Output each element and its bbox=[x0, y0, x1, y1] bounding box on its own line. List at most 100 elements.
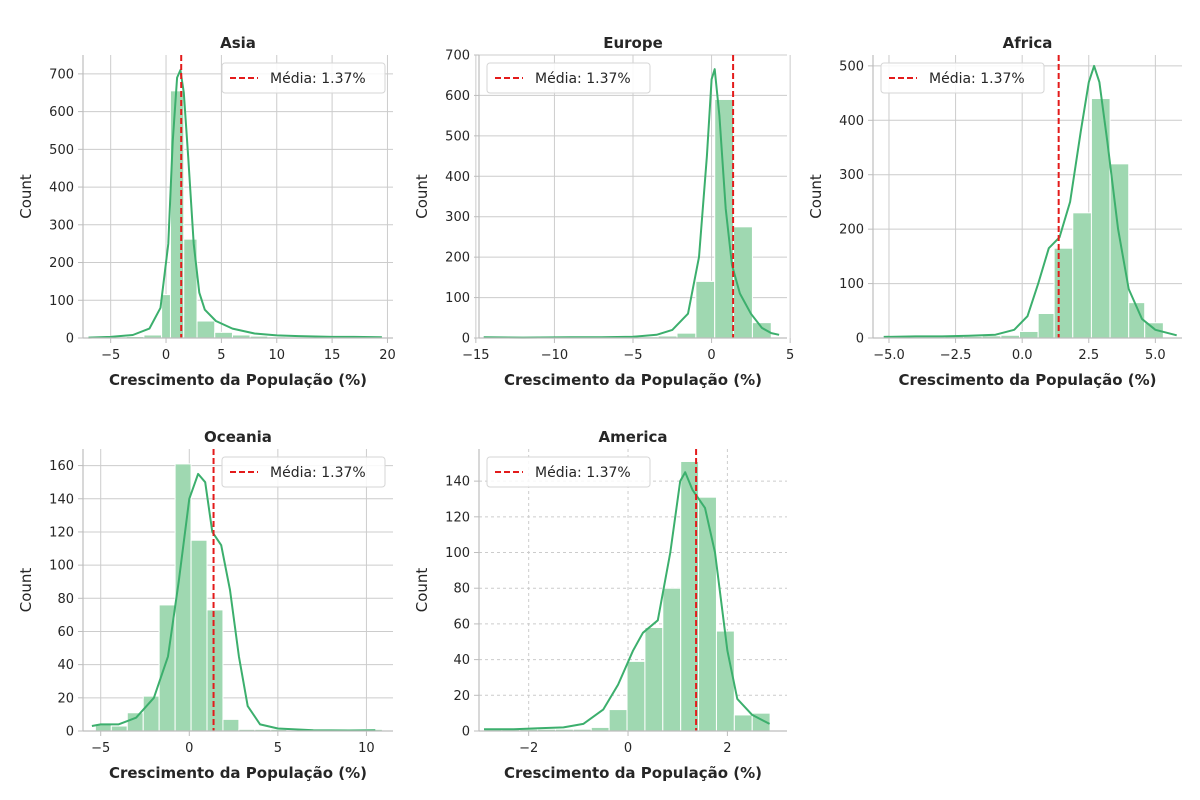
y-tick-label: 100 bbox=[49, 294, 74, 309]
y-tick-label: 700 bbox=[49, 67, 74, 82]
y-tick-label: 200 bbox=[49, 256, 74, 271]
legend-label: Média: 1.37% bbox=[535, 71, 631, 87]
x-tick-label: 5 bbox=[274, 741, 282, 756]
y-axis-label: Count bbox=[413, 174, 431, 219]
legend-label: Média: 1.37% bbox=[929, 71, 1025, 87]
y-tick-label: 80 bbox=[57, 592, 74, 607]
legend-label: Média: 1.37% bbox=[535, 465, 631, 481]
subplot-title: Asia bbox=[220, 34, 256, 52]
x-tick-label: 0.0 bbox=[1012, 348, 1033, 363]
histogram-bar bbox=[1053, 247, 1074, 339]
y-tick-label: 600 bbox=[49, 105, 74, 120]
kde-line bbox=[91, 472, 376, 732]
histogram-bar bbox=[190, 539, 208, 732]
legend: Média: 1.37% bbox=[486, 62, 651, 94]
histogram-bar bbox=[662, 587, 682, 732]
x-tick-label: 2.5 bbox=[1078, 348, 1099, 363]
y-tick-label: 120 bbox=[445, 510, 470, 525]
histogram-bar bbox=[695, 280, 716, 339]
histogram-bar bbox=[698, 496, 717, 732]
histogram-bar bbox=[733, 714, 753, 732]
y-axis-label: Count bbox=[17, 568, 35, 613]
y-tick-label: 100 bbox=[445, 546, 470, 561]
y-tick-label: 300 bbox=[445, 210, 470, 225]
subplot-title: Oceania bbox=[204, 428, 272, 446]
kde-line bbox=[88, 69, 382, 339]
subplot-europe: −15 −10 −5 0 50100200300400500600700EuropeCr… bbox=[413, 34, 794, 389]
y-tick-label: 400 bbox=[49, 181, 74, 196]
x-tick-label: 5 bbox=[786, 348, 794, 363]
legend: Média: 1.37% bbox=[880, 62, 1045, 94]
y-tick-label: 0 bbox=[66, 725, 74, 740]
x-axis-label: Crescimento da População (%) bbox=[504, 371, 762, 389]
histogram-bar bbox=[206, 609, 224, 732]
x-axis-label: Crescimento da População (%) bbox=[109, 371, 367, 389]
subplot-africa: −5.0 −2.5 0.0 2.5 5.0 0 100 200 300 400 500 Africa C… bbox=[807, 34, 1182, 389]
y-tick-label: 120 bbox=[49, 525, 74, 540]
y-tick-label: 400 bbox=[445, 170, 470, 185]
y-tick-label: 100 bbox=[839, 277, 864, 292]
histogram-bar bbox=[715, 630, 735, 732]
histogram-bar bbox=[714, 98, 735, 339]
legend: Média: 1.37% bbox=[486, 456, 651, 488]
x-tick-label: −10 bbox=[541, 348, 568, 363]
subplot-title: Africa bbox=[1003, 34, 1053, 52]
y-tick-label: 80 bbox=[453, 582, 470, 597]
x-tick-label: 20 bbox=[379, 348, 396, 363]
legend-box bbox=[486, 456, 651, 488]
x-tick-label: −5 bbox=[101, 348, 120, 363]
y-tick-label: 500 bbox=[49, 143, 74, 158]
histogram-bar bbox=[1037, 313, 1055, 339]
histogram-bar bbox=[644, 626, 664, 732]
x-tick-label: −2.5 bbox=[940, 348, 972, 363]
x-tick-label: 2 bbox=[723, 741, 731, 756]
subplot-america: −2 0 2020406080100120140AmericaCrescimento… bbox=[413, 428, 787, 782]
subplot-asia: −5 0 5 10 15 200100200300400500600700AsiaCres… bbox=[17, 34, 396, 389]
legend-box bbox=[221, 456, 386, 488]
y-tick-label: 20 bbox=[57, 691, 74, 706]
histogram-bar bbox=[126, 712, 144, 732]
y-tick-label: 20 bbox=[453, 689, 470, 704]
y-tick-label: 100 bbox=[445, 291, 470, 306]
y-tick-label: 140 bbox=[49, 492, 74, 507]
y-tick-label: 500 bbox=[839, 59, 864, 74]
y-tick-label: 0 bbox=[856, 332, 864, 347]
histogram-bar bbox=[161, 294, 171, 339]
legend-box bbox=[221, 62, 386, 94]
histogram-bar bbox=[676, 332, 697, 339]
y-tick-label: 40 bbox=[453, 653, 470, 668]
histogram-bar bbox=[751, 322, 772, 339]
x-tick-label: 0 bbox=[162, 348, 170, 363]
legend-box bbox=[880, 62, 1045, 94]
y-tick-label: 40 bbox=[57, 658, 74, 673]
kde-line bbox=[483, 68, 780, 339]
x-tick-label: −5 bbox=[623, 348, 642, 363]
y-tick-label: 60 bbox=[57, 625, 74, 640]
legend-label: Média: 1.37% bbox=[270, 465, 366, 481]
subplot-title: America bbox=[599, 428, 668, 446]
y-tick-label: 300 bbox=[49, 218, 74, 233]
legend-label: Média: 1.37% bbox=[270, 71, 366, 87]
histogram-bar bbox=[1072, 212, 1092, 339]
y-axis-label: Count bbox=[413, 568, 431, 613]
y-tick-label: 300 bbox=[839, 168, 864, 183]
legend-box bbox=[486, 62, 651, 94]
legend: Média: 1.37% bbox=[221, 456, 386, 488]
y-tick-label: 200 bbox=[839, 223, 864, 238]
x-axis-label: Crescimento da População (%) bbox=[898, 371, 1156, 389]
y-tick-label: 600 bbox=[445, 89, 470, 104]
y-tick-label: 0 bbox=[462, 332, 470, 347]
kde-line bbox=[883, 64, 1177, 338]
subplot-title: Europe bbox=[603, 34, 663, 52]
x-axis-label: Crescimento da População (%) bbox=[504, 764, 762, 782]
x-tick-label: −2 bbox=[519, 741, 538, 756]
y-tick-label: 0 bbox=[462, 725, 470, 740]
x-tick-label: −5 bbox=[91, 741, 110, 756]
y-tick-label: 700 bbox=[445, 49, 470, 64]
histogram-bar bbox=[626, 660, 646, 732]
y-axis-label: Count bbox=[807, 174, 825, 219]
histogram-bar bbox=[110, 725, 128, 732]
legend: Média: 1.37% bbox=[221, 62, 386, 94]
histogram-bar bbox=[608, 709, 628, 732]
subplot-oceania: −5 0 5 10020406080100120140160OceaniaCresci… bbox=[17, 428, 393, 782]
